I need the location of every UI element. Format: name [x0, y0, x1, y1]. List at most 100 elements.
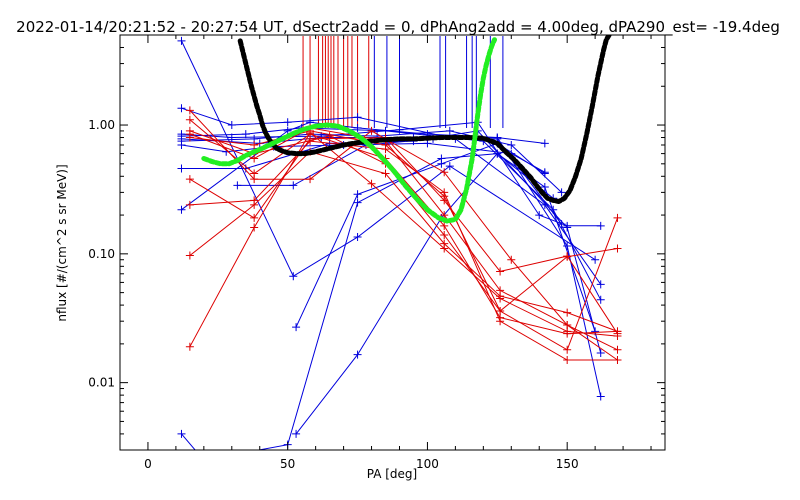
series-16-point-5 [496, 294, 505, 303]
series-14-point-5 [496, 267, 505, 276]
series-21-point-7 [613, 213, 622, 222]
series-13-point-0 [185, 106, 194, 115]
series-18-point-6 [563, 355, 572, 364]
series-9-point-0 [292, 323, 301, 332]
series-20-point-7 [613, 244, 622, 253]
series-1-point-0 [177, 104, 186, 113]
series-19-point-5 [496, 286, 505, 295]
x-tick-label-2: 100 [416, 457, 439, 471]
series-8-point-5 [535, 211, 544, 220]
series-21-point-6 [563, 345, 572, 354]
series-20-point-4 [440, 231, 449, 240]
series-9-point-1 [353, 190, 362, 199]
series-21-point-3 [381, 140, 390, 149]
series-13-point-5 [507, 255, 516, 264]
series-0-point-3 [445, 162, 454, 171]
series-15-point-3 [381, 169, 390, 178]
series-10-point-1 [353, 350, 362, 359]
series-17-point-7 [613, 327, 622, 336]
series-17-point-4 [440, 221, 449, 230]
series-7-point-0 [233, 181, 242, 190]
series-0-point-1 [289, 272, 298, 281]
series-21-point-1 [250, 140, 259, 149]
series-5-point-6 [540, 139, 549, 148]
series-13-point-7 [613, 345, 622, 354]
y-tick-label-1: 0.10 [88, 247, 115, 261]
series-8-point-3 [395, 125, 404, 134]
series-4-point-4 [423, 139, 432, 148]
series-21-line [189, 130, 618, 351]
series-8-point-6 [563, 221, 572, 230]
series-11-point-4 [437, 154, 446, 163]
fit-curve-green [201, 37, 497, 224]
series-21-point-4 [440, 192, 449, 201]
series-1-point-2 [283, 118, 292, 127]
series-7-point-1 [289, 181, 298, 190]
series-14-point-1 [250, 213, 259, 222]
x-axis-label: PA [deg] [367, 467, 417, 481]
chart-title: 2022-01-14/20:21:52 - 20:27:54 UT, dSect… [16, 18, 780, 37]
series-7-point-6 [596, 392, 605, 401]
series-16-line [189, 132, 618, 347]
series-10-point-0 [292, 429, 301, 438]
series-12-point-6 [557, 188, 566, 197]
series-14-line [189, 136, 618, 334]
series-12-point-4 [445, 126, 454, 135]
y-tick-label-2: 1.00 [88, 118, 115, 132]
plot-frame [119, 34, 666, 451]
series-19-point-7 [613, 355, 622, 364]
series-11-point-5 [493, 149, 502, 158]
series-16-point-3 [367, 179, 376, 188]
series-19-line [189, 127, 618, 361]
series-0-point-2 [353, 233, 362, 242]
series-11-point-6 [540, 183, 549, 192]
series-1-point-3 [353, 113, 362, 122]
series-8-point-7 [596, 221, 605, 230]
series-15-line [189, 151, 618, 332]
fit-curve-black [237, 35, 612, 204]
y-tick-label-0: 0.01 [88, 376, 115, 390]
series-11-point-3 [353, 198, 362, 207]
vertical-marker-lines [302, 36, 504, 128]
series-11-point-1 [200, 456, 208, 464]
series-8-line [181, 121, 601, 227]
series-17-point-1 [250, 169, 259, 178]
series-14-point-0 [185, 175, 194, 184]
y-axis-label: nflux [#/(cm^2 s sr MeV)] [55, 164, 69, 321]
series-0-point-0 [177, 36, 186, 45]
x-tick-label-1: 50 [280, 457, 295, 471]
series-12-point-0 [177, 137, 186, 146]
series-13-point-4 [440, 168, 449, 177]
fit-curves [201, 35, 612, 224]
series-8-point-0 [177, 130, 186, 139]
series-7-point-5 [563, 242, 572, 251]
series-18-point-5 [496, 317, 505, 326]
series-6-point-6 [596, 348, 605, 357]
series-10-line [295, 152, 554, 435]
series-15-point-6 [563, 308, 572, 317]
series-0-point-4 [591, 255, 600, 264]
series-18-point-0 [185, 200, 194, 209]
series-11-point-0 [177, 429, 186, 438]
series-1-point-1 [227, 121, 236, 130]
series-9-line [295, 142, 546, 328]
series-20-point-6 [563, 252, 572, 261]
x-tick-label-3: 150 [556, 457, 579, 471]
series-19-point-6 [563, 321, 572, 330]
series-5-point-0 [177, 205, 186, 214]
series-13-line [189, 110, 618, 351]
series-18-point-1 [250, 196, 259, 205]
series-12-point-5 [507, 140, 516, 149]
series-20-point-2 [325, 132, 334, 141]
series-2-point-6 [596, 295, 605, 304]
series-16-point-1 [250, 223, 259, 232]
series-13-point-3 [367, 126, 376, 135]
series-21-point-0 [185, 133, 194, 142]
axes: 0 50 100 150 0.01 0.10 1.00 [88, 34, 665, 471]
series-15-point-0 [185, 251, 194, 260]
x-tick-label-0: 0 [144, 457, 152, 471]
series-7-line [237, 136, 602, 397]
series-8-point-1 [227, 133, 236, 142]
series-16-point-4 [440, 244, 449, 253]
